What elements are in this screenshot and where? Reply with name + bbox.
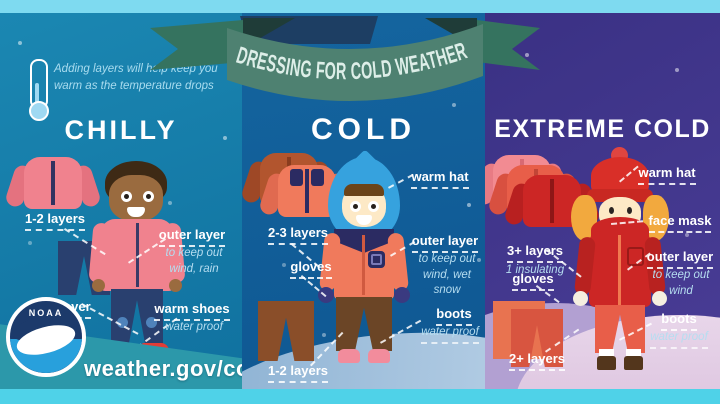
panel-title-extreme: EXTREME COLD (494, 115, 711, 143)
feet-label: boots (651, 311, 707, 332)
noaa-logo: NOAA (6, 297, 86, 377)
face-mask-label: face mask (643, 213, 717, 234)
extreme-character (565, 147, 675, 373)
outer-layer-label: outer layer (641, 249, 719, 270)
cold-character (304, 149, 424, 369)
pants-layers-label: 2+ layers (493, 351, 581, 372)
hat-label: warm hat (402, 169, 478, 190)
mouth (127, 207, 145, 217)
outer-layer-label: outer layer (148, 227, 236, 248)
ribbon-band (227, 24, 483, 102)
boot (368, 349, 390, 363)
eye (143, 191, 154, 202)
jacket-collar (311, 169, 324, 186)
chest-pocket (368, 251, 385, 268)
mitten (573, 291, 588, 306)
pants-layers-label: 1-2 layers (250, 363, 346, 384)
ribbon-wing-right (477, 20, 540, 70)
hair-fringe (344, 184, 384, 196)
feet-sub: water proof (165, 321, 223, 333)
top-strip (0, 0, 720, 13)
mitten (318, 287, 334, 303)
eye (121, 191, 132, 202)
mitten (652, 291, 667, 306)
jacket-icon-front (257, 163, 357, 221)
pants-icon (258, 301, 314, 361)
thermometer-bulb (29, 101, 49, 121)
mouth (356, 215, 372, 225)
layers-label: 3+ layers (491, 243, 579, 264)
feet-label: warm shoes (146, 301, 238, 322)
footer-url: weather.gov/cold (84, 356, 242, 381)
sock (626, 349, 641, 357)
eye (368, 201, 379, 212)
eye (627, 207, 632, 214)
jacket-zip (51, 161, 55, 205)
thermometer-icon (29, 59, 49, 121)
hat-label: warm hat (629, 165, 705, 186)
title-ribbon: DRESSING FOR COLD WEATHER (150, 16, 540, 102)
noaa-text: NOAA (28, 308, 64, 318)
feet-label: boots (428, 306, 480, 327)
boot (597, 356, 616, 370)
panel-title-cold: COLD (311, 113, 416, 146)
layers-label: 1-2 layers (8, 211, 102, 232)
knee-patch (146, 317, 157, 328)
boot (624, 356, 643, 370)
bottom-strip (0, 389, 720, 404)
beanie-hat (591, 157, 649, 195)
outer-layer-sub: to keep out wind, wet snow (418, 253, 476, 297)
feet-sub: water proof (410, 325, 485, 344)
pants (336, 297, 392, 351)
jacket-zip (305, 169, 309, 213)
snow-dots (525, 53, 529, 57)
sock (599, 349, 614, 357)
chilly-character (85, 161, 189, 357)
coat-zip (618, 235, 621, 305)
hand (169, 279, 182, 292)
jacket-icon (3, 155, 103, 213)
chest-pocket (627, 247, 644, 266)
hat-brim (587, 189, 653, 202)
knee-patch (117, 317, 128, 328)
layers-label: 2-3 layers (250, 225, 346, 246)
jacket-zip (550, 179, 554, 223)
panel-title-chilly: CHILLY (64, 115, 178, 145)
jacket-zip (136, 223, 139, 287)
layers-sub: 1 insulating (505, 264, 565, 276)
outer-layer-sub: to keep out wind, rain (165, 247, 223, 275)
jacket-collar (290, 169, 303, 186)
hand (92, 279, 105, 292)
boot (338, 349, 360, 363)
jacket-zip (362, 235, 365, 295)
gloves-label: gloves (276, 259, 346, 280)
eye (350, 201, 361, 212)
feet-sub: water proof (641, 330, 717, 349)
thermometer-fluid (35, 83, 39, 105)
panel-extreme: EXTREME COLD 3+ layers 1 insulating (485, 13, 720, 389)
mitten (394, 287, 410, 303)
panel-chilly: Adding layers will help keep you warm as… (0, 13, 242, 389)
outer-layer-sub: to keep out wind (652, 269, 710, 297)
pocket-inner (371, 254, 382, 265)
outer-layer-label: outer layer (408, 233, 482, 254)
gloves-label: gloves (501, 271, 565, 292)
snow-dots (18, 41, 22, 45)
eye (609, 207, 614, 214)
ribbon-wing-left (150, 20, 243, 70)
